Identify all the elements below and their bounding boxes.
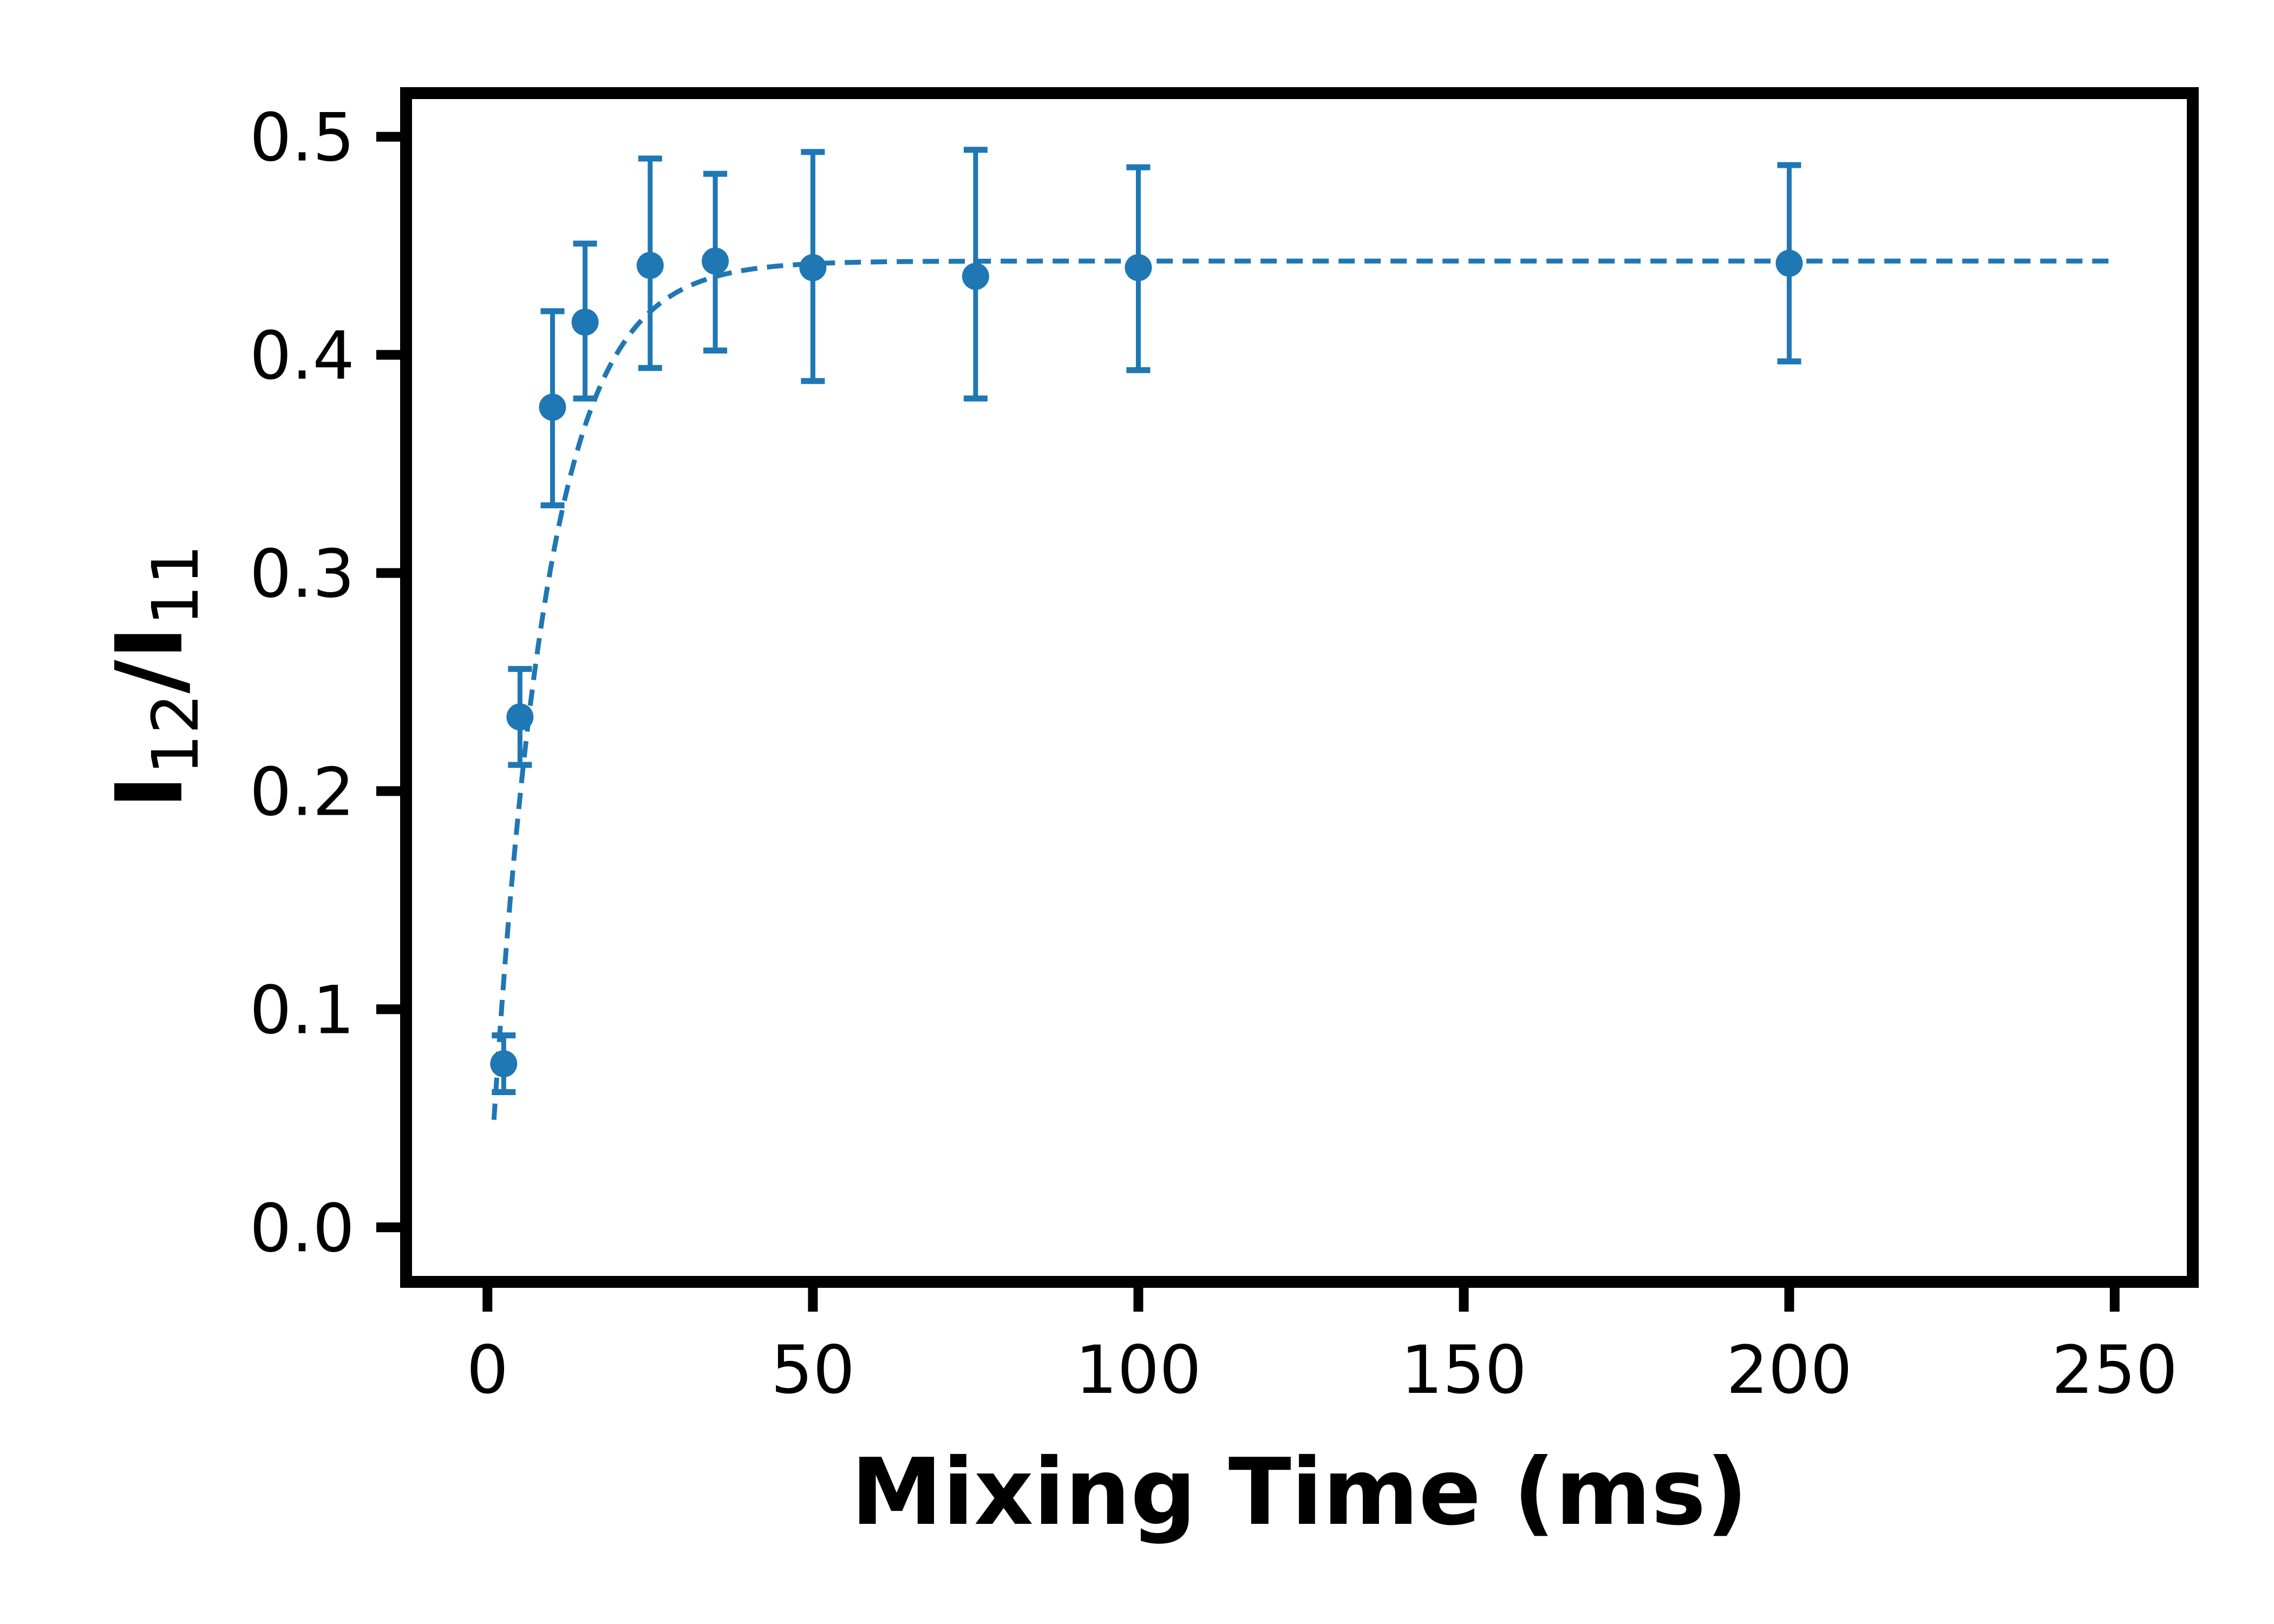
y-axis-ticks: 0.0 0.1 0.2 0.3 0.4 0.5 [250,100,406,1267]
y-axis-title-subscript-2: 11 [138,545,213,626]
x-tick-label: 50 [771,1332,855,1409]
data-point [571,309,599,336]
y-tick-label: 0.3 [250,535,355,612]
y-axis-title: I12/I11 [96,545,213,809]
data-point [962,263,989,290]
data-point [702,247,729,275]
x-axis-ticks: 0 50 100 150 200 250 [466,1282,2178,1409]
x-axis-title: Mixing Time (ms) [851,1439,1748,1546]
fit-curve-layer [491,258,2115,1120]
y-tick-label: 0.5 [250,100,355,176]
y-axis-title-symbol-2: I [96,626,204,660]
y-tick-label: 0.0 [250,1190,355,1267]
y-axis-title-separator: / [96,659,204,693]
data-point [1775,250,1803,277]
x-tick-label: 150 [1401,1332,1527,1409]
data-point [799,254,827,281]
data-point [490,1050,518,1078]
fit-curve [491,258,2115,1120]
x-tick-label: 0 [466,1332,508,1409]
y-axis-title-subscript-1: 12 [138,693,213,775]
x-tick-label: 250 [2051,1332,2178,1409]
y-tick-label: 0.2 [250,754,355,830]
data-point [636,252,664,279]
x-tick-label: 100 [1075,1332,1201,1409]
x-tick-label: 200 [1726,1332,1852,1409]
error-bar-layer [492,147,1801,1095]
y-tick-label: 0.4 [250,318,355,395]
y-axis-title-symbol-1: I [96,775,204,809]
plot-frame [400,87,2199,1288]
data-point [539,394,566,421]
data-point-layer [490,247,1803,1078]
y-tick-label: 0.1 [250,972,355,1049]
data-point [506,703,534,731]
data-point [1125,254,1152,281]
